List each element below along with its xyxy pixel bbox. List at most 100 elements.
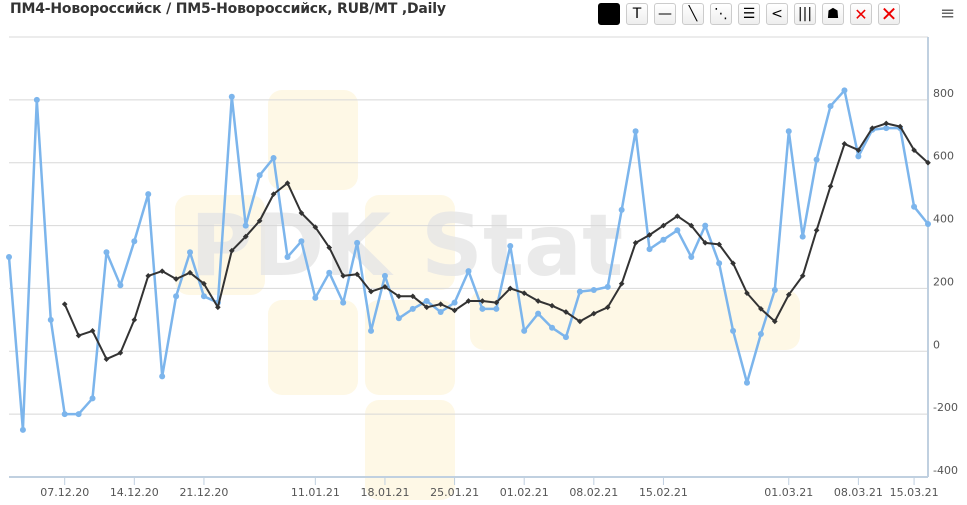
large-x-icon: ✕ xyxy=(880,2,898,26)
average-point xyxy=(409,293,416,300)
trend-line-button[interactable]: ╲ xyxy=(682,3,704,25)
x-tick-label: 15.03.21 xyxy=(890,486,939,499)
average-point xyxy=(563,309,569,315)
average-point xyxy=(89,328,96,334)
spread-point xyxy=(771,287,778,293)
spread-point xyxy=(841,87,848,94)
average-point xyxy=(117,350,124,356)
average-point xyxy=(577,318,583,325)
average-point xyxy=(340,273,347,279)
y-tick-label: 800 xyxy=(933,87,954,100)
horizontal-line-button[interactable]: — xyxy=(654,3,676,25)
spread-point xyxy=(590,287,597,293)
spread-point xyxy=(646,246,653,253)
average-point xyxy=(326,244,333,251)
average-point xyxy=(590,310,597,317)
spread-point xyxy=(716,260,723,267)
average-point xyxy=(785,291,792,298)
average-point xyxy=(298,210,305,216)
horizontal-channel-button[interactable]: ☰ xyxy=(738,3,760,25)
delete-selected-button[interactable]: ✕ xyxy=(850,3,872,25)
average-point xyxy=(354,271,360,278)
average-point xyxy=(925,159,931,166)
spread-point xyxy=(423,298,430,304)
y-tick-label: 600 xyxy=(933,150,954,163)
average-point xyxy=(674,213,681,219)
spread-point xyxy=(674,227,681,234)
watermark-tile xyxy=(268,300,358,395)
spread-point xyxy=(604,283,611,290)
spread-point xyxy=(381,272,388,279)
vertical-lines-button[interactable]: ||| xyxy=(794,3,816,25)
color-swatch-button[interactable] xyxy=(598,3,620,25)
average-point xyxy=(688,222,695,229)
average-point xyxy=(451,307,458,314)
spread-point xyxy=(284,254,291,260)
average-point xyxy=(716,241,722,248)
fan-lines-button[interactable]: < xyxy=(766,3,788,25)
spread-point xyxy=(660,236,667,243)
average-point xyxy=(284,180,291,186)
average-point xyxy=(201,280,207,287)
fan-icon: < xyxy=(771,6,783,22)
average-point xyxy=(75,332,82,339)
spread-point xyxy=(19,426,26,433)
fibonacci-icon: ☗ xyxy=(826,6,840,22)
spread-point xyxy=(632,128,639,135)
average-point xyxy=(145,273,152,279)
spread-point xyxy=(493,305,500,312)
average-point xyxy=(660,222,667,229)
small-x-icon: ✕ xyxy=(854,4,868,24)
average-point xyxy=(465,298,472,304)
average-point xyxy=(312,224,319,230)
fibonacci-button[interactable]: ☗ xyxy=(822,3,844,25)
chart-title: ПМ4-Новороссийск / ПМ5-Новороссийск, RUB… xyxy=(10,1,446,17)
watermark-tile xyxy=(365,400,455,500)
three-lines-icon: ☰ xyxy=(742,6,756,22)
spread-point xyxy=(911,203,918,210)
spread-point xyxy=(576,288,583,295)
spread-point xyxy=(479,305,486,312)
average-point xyxy=(549,302,555,309)
average-point xyxy=(423,304,430,311)
delete-all-button[interactable]: ✕ xyxy=(878,2,900,26)
spread-point xyxy=(298,238,305,245)
x-tick-label: 15.02.21 xyxy=(639,486,688,499)
average-point xyxy=(382,284,388,290)
spread-point xyxy=(437,309,444,315)
average-point xyxy=(215,304,221,311)
average-point xyxy=(897,123,903,130)
y-tick-label: 200 xyxy=(933,275,954,288)
watermark-tile xyxy=(175,195,265,295)
average-point xyxy=(730,260,736,267)
average-point xyxy=(646,232,653,238)
x-tick-label: 08.02.21 xyxy=(569,486,618,499)
spread-point xyxy=(242,222,249,229)
spread-point xyxy=(757,331,764,337)
average-point xyxy=(841,141,848,147)
diagonal-line-icon: ╲ xyxy=(688,6,698,22)
vertical-lines-icon: ||| xyxy=(797,6,813,22)
average-point xyxy=(758,306,764,312)
x-tick-label: 01.03.21 xyxy=(764,486,813,499)
x-tick-label: 21.12.20 xyxy=(179,486,228,499)
x-tick-label: 18.01.21 xyxy=(360,486,409,499)
spread-point xyxy=(827,103,834,110)
average-point xyxy=(368,288,374,295)
text-tool-button[interactable]: T xyxy=(626,3,648,25)
average-point xyxy=(270,191,277,197)
spread-point xyxy=(883,125,890,132)
spread-point xyxy=(688,254,695,260)
parallel-lines-button[interactable]: ⋱ xyxy=(710,3,732,25)
spread-point xyxy=(173,293,180,300)
average-point xyxy=(228,247,235,254)
x-tick-label: 01.02.21 xyxy=(500,486,549,499)
spread-point xyxy=(340,299,347,306)
parallel-diagonal-icon: ⋱ xyxy=(714,6,728,22)
y-tick-label: -200 xyxy=(933,401,958,414)
hamburger-icon[interactable]: ≡ xyxy=(940,3,956,24)
spread-point xyxy=(117,282,124,289)
average-point xyxy=(173,276,179,282)
spread-point xyxy=(855,153,862,160)
spread-point xyxy=(145,191,152,198)
